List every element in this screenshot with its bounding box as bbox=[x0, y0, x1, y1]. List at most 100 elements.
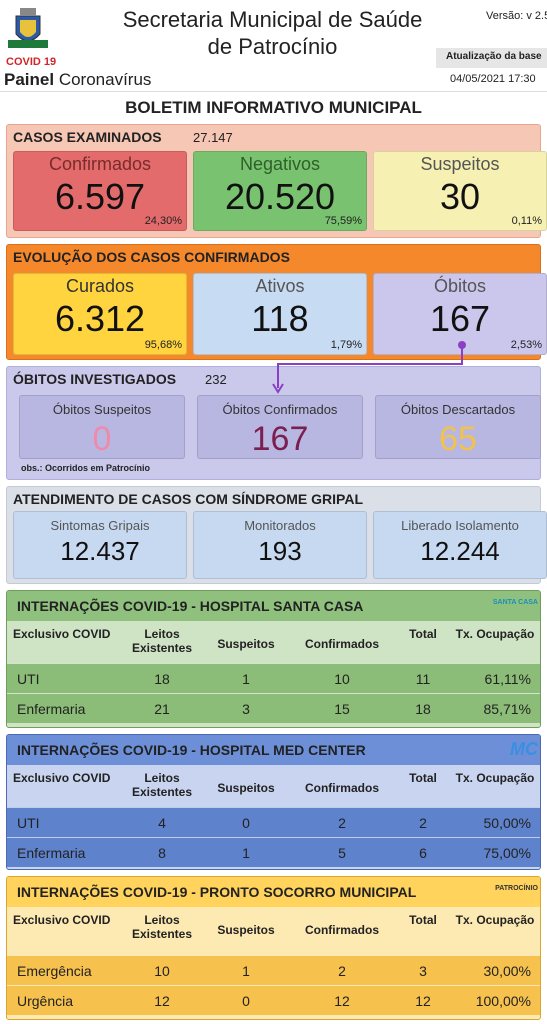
title-line: de Patrocínio bbox=[207, 34, 338, 59]
card: Óbitos 167 2,53% bbox=[373, 273, 547, 355]
hospital-logo: SANTA CASA bbox=[492, 599, 538, 606]
card-value: 6.312 bbox=[54, 298, 146, 339]
card-value: 193 bbox=[258, 536, 302, 566]
note: obs.: Ocorridos em Patrocínio bbox=[21, 463, 151, 473]
section: EVOLUÇÃO DOS CASOS CONFIRMADOS Curados 6.3… bbox=[6, 244, 547, 360]
table-header: Suspeitos bbox=[217, 637, 275, 651]
table-header: Total bbox=[409, 627, 437, 641]
table-cell: Urgência bbox=[17, 993, 74, 1009]
header: COVID 19 Painel Coronavírus Secretaria M… bbox=[0, 0, 547, 92]
card-percent: 1,79% bbox=[330, 339, 362, 351]
table-header: Leitos Existentes bbox=[131, 913, 193, 941]
card-percent: 0,11% bbox=[511, 215, 542, 227]
table-cell: Enfermaria bbox=[17, 701, 86, 717]
card-value: 167 bbox=[429, 298, 491, 339]
table-header: Suspeitos bbox=[217, 781, 275, 795]
update-label: Atualização da base bbox=[436, 48, 547, 68]
table-header: Exclusivo COVID bbox=[13, 913, 111, 927]
table-cell: 100,00% bbox=[475, 993, 531, 1009]
section-title-bar: INTERNAÇÕES COVID-19 - HOSPITAL SANTA CA… bbox=[7, 591, 540, 621]
card: Ativos 118 1,79% bbox=[193, 273, 367, 355]
panel-label: Painel Coronavírus bbox=[4, 70, 151, 90]
table-cell: 8 bbox=[158, 845, 166, 861]
card-value: 30 bbox=[439, 176, 481, 217]
hospital-section: INTERNAÇÕES COVID-19 - HOSPITAL SANTA CA… bbox=[6, 590, 541, 728]
table-cell: 3 bbox=[242, 701, 250, 717]
card: Liberado Isolamento 12.244 bbox=[373, 511, 547, 579]
card-label: Curados bbox=[65, 276, 135, 296]
table-row: Emergência 10 1 2 3 30,00% bbox=[7, 955, 540, 985]
section-title: CASOS EXAMINADOS bbox=[13, 129, 162, 145]
card-label: Sintomas Gripais bbox=[50, 518, 150, 533]
panel: Painel bbox=[4, 70, 55, 89]
table-cell: 12 bbox=[415, 993, 431, 1009]
table-cell: 75,00% bbox=[483, 845, 531, 861]
card-label: Óbitos Suspeitos bbox=[52, 402, 152, 417]
table-header: Confirmados bbox=[304, 781, 379, 795]
table-cell: 1 bbox=[242, 963, 250, 979]
table-cell: 18 bbox=[415, 701, 431, 717]
section: ÓBITOS INVESTIGADOS 232 obs.: Ocorridos em… bbox=[6, 366, 541, 480]
section-title: INTERNAÇÕES COVID-19 - HOSPITAL SANTA CA… bbox=[17, 598, 364, 614]
table-cell: 2 bbox=[338, 815, 346, 831]
table-header: Exclusivo COVID bbox=[13, 627, 111, 641]
hospital-logo: PATROCÍNIO bbox=[495, 885, 538, 892]
table-cell: 21 bbox=[154, 701, 170, 717]
table-row: UTI 18 1 10 11 61,11% bbox=[7, 663, 540, 693]
panel-subtitle: Coronavírus bbox=[58, 70, 152, 89]
table-cell: 10 bbox=[154, 963, 170, 979]
covid-label: COVID 19 bbox=[6, 56, 57, 68]
card-value: 0 bbox=[92, 420, 112, 458]
hospital-section: INTERNAÇÕES COVID-19 - HOSPITAL MED CENT… bbox=[6, 734, 541, 870]
table-cell: 18 bbox=[154, 671, 170, 687]
table-cell: 30,00% bbox=[483, 963, 531, 979]
section-title: INTERNAÇÕES COVID-19 - PRONTO SOCORRO MU… bbox=[17, 884, 417, 900]
table-header: Total bbox=[409, 913, 437, 927]
table-cell: 85,71% bbox=[483, 701, 531, 717]
hospital-logo: MC bbox=[510, 739, 538, 759]
card-value: 118 bbox=[251, 298, 309, 339]
card: Confirmados 6.597 24,30% bbox=[13, 151, 187, 231]
table-cell: 4 bbox=[158, 815, 166, 831]
card-value: 12.437 bbox=[60, 536, 140, 566]
card: Monitorados 193 bbox=[193, 511, 367, 579]
card-percent: 95,68% bbox=[144, 339, 182, 351]
section-title: ÓBITOS INVESTIGADOS bbox=[13, 371, 177, 387]
card-label: Monitorados bbox=[244, 518, 316, 533]
table-header: Tx. Ocupação bbox=[455, 771, 535, 785]
table-cell: 10 bbox=[334, 671, 350, 687]
card-value: 167 bbox=[251, 420, 309, 458]
table-cell: 50,00% bbox=[483, 815, 531, 831]
bulletin-title: BOLETIM INFORMATIVO MUNICIPAL bbox=[125, 98, 422, 117]
update-date: 04/05/2021 17:30 bbox=[450, 73, 536, 85]
section-title-bar: INTERNAÇÕES COVID-19 - HOSPITAL MED CENT… bbox=[7, 735, 540, 765]
table-header: Confirmados bbox=[304, 923, 379, 937]
table-cell: 1 bbox=[242, 845, 250, 861]
table-cell: 5 bbox=[338, 845, 346, 861]
card-value: 20.520 bbox=[224, 176, 336, 217]
card-label: Ativos bbox=[255, 276, 305, 296]
card-value: 12.244 bbox=[420, 536, 500, 566]
card-label: Liberado Isolamento bbox=[401, 518, 519, 533]
table-row: Enfermaria 21 3 15 18 85,71% bbox=[7, 693, 540, 723]
section-total: 27.147 bbox=[193, 130, 233, 145]
card-label: Confirmados bbox=[48, 154, 152, 174]
table-cell: Enfermaria bbox=[17, 845, 86, 861]
title-line: Secretaria Municipal de Saúde bbox=[122, 7, 423, 32]
table-cell: 15 bbox=[334, 701, 350, 717]
table-cell: 2 bbox=[338, 963, 346, 979]
table-cell: 1 bbox=[242, 671, 250, 687]
card: Negativos 20.520 75,59% bbox=[193, 151, 367, 231]
table-header: Total bbox=[409, 771, 437, 785]
table-cell: Emergência bbox=[17, 963, 92, 979]
table-row: Enfermaria 8 1 5 6 75,00% bbox=[7, 837, 540, 867]
card-value: 6.597 bbox=[54, 176, 146, 217]
table-cell: UTI bbox=[17, 815, 40, 831]
table-cell: UTI bbox=[17, 671, 40, 687]
table-cell: 12 bbox=[154, 993, 170, 1009]
table-cell: 0 bbox=[242, 993, 250, 1009]
card: Óbitos Suspeitos 0 bbox=[19, 395, 185, 459]
table-cell: 3 bbox=[419, 963, 427, 979]
table-header: Leitos Existentes bbox=[131, 771, 193, 799]
